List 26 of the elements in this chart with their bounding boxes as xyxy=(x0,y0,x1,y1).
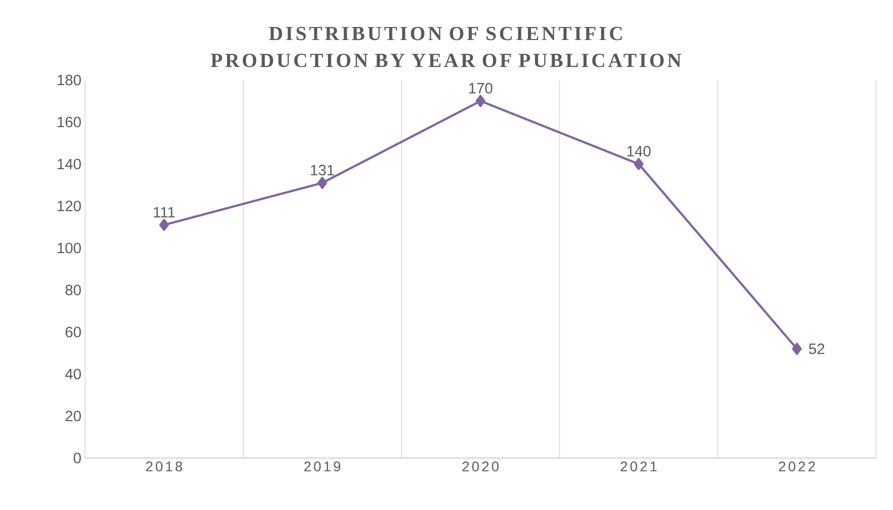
y-tick-label: 100 xyxy=(58,242,81,254)
data-label: 111 xyxy=(154,207,175,218)
x-tick-label: 2018 xyxy=(146,462,182,472)
chart-title: DISTRIBUTION OF SCIENTIFIC PRODUCTION BY YEAR OF PUBLICATION xyxy=(210,26,682,68)
y-tick-label: 140 xyxy=(58,158,81,170)
point xyxy=(476,94,486,108)
x-tick-label: 2019 xyxy=(304,462,340,472)
x-tick-label: 2020 xyxy=(462,462,499,472)
data-label: 170 xyxy=(469,82,492,94)
y-tick-label: 160 xyxy=(58,116,81,128)
y-tick-label: 120 xyxy=(58,200,81,212)
y-tick-label: 0 xyxy=(74,452,81,464)
y-tick-label: 80 xyxy=(66,284,81,296)
point xyxy=(792,342,802,355)
y-tick-label: 180 xyxy=(58,74,81,86)
y-tick-label: 20 xyxy=(66,410,81,422)
data-label: 52 xyxy=(809,344,824,354)
x-tick-label: 2021 xyxy=(620,462,657,472)
data-label: 131 xyxy=(310,164,334,176)
y-tick-label: 60 xyxy=(66,326,81,338)
point xyxy=(317,176,328,189)
x-tick-label: 2022 xyxy=(778,462,815,472)
point xyxy=(634,158,644,170)
point xyxy=(159,218,169,231)
data-label: 140 xyxy=(627,146,651,156)
y-tick-label: 40 xyxy=(65,368,81,380)
